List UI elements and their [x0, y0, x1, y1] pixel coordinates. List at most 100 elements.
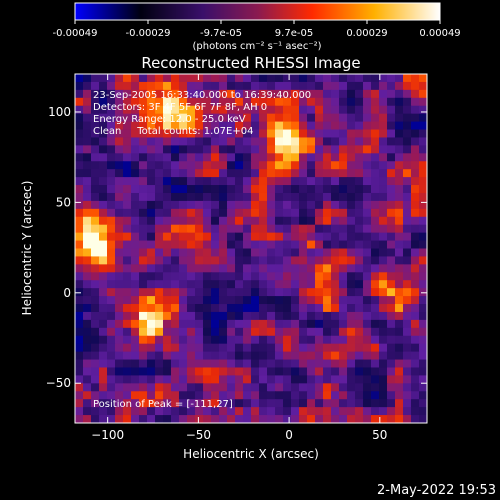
- heatmap-cell: [419, 153, 427, 162]
- heatmap-cell: [187, 177, 196, 186]
- heatmap-cell: [275, 375, 284, 384]
- heatmap-cell: [299, 351, 308, 361]
- heatmap-cell: [155, 280, 164, 289]
- heatmap-cell: [195, 288, 204, 297]
- heatmap-cell: [227, 399, 236, 408]
- heatmap-cell: [411, 407, 420, 416]
- heatmap-cell: [203, 224, 212, 234]
- heatmap-cell: [323, 327, 332, 337]
- heatmap-cell: [307, 256, 316, 265]
- heatmap-cell: [171, 113, 180, 123]
- heatmap-cell: [179, 248, 188, 258]
- heatmap-cell: [339, 335, 348, 345]
- heatmap-cell: [267, 89, 276, 99]
- heatmap-cell: [307, 391, 316, 400]
- heatmap-cell: [219, 121, 228, 131]
- heatmap-cell: [307, 208, 316, 218]
- heatmap-cell: [379, 185, 388, 194]
- heatmap-cell: [355, 407, 364, 416]
- heatmap-cell: [251, 81, 260, 91]
- heatmap-cell: [83, 224, 92, 234]
- heatmap-cell: [99, 415, 108, 423]
- heatmap-cell: [171, 391, 180, 400]
- heatmap-cell: [331, 375, 340, 384]
- heatmap-cell: [91, 89, 100, 99]
- heatmap-cell: [275, 74, 284, 83]
- heatmap-cell: [131, 415, 140, 423]
- heatmap-cell: [299, 137, 308, 146]
- heatmap-cell: [419, 367, 427, 377]
- heatmap-cell: [339, 375, 348, 384]
- heatmap-cell: [179, 97, 188, 107]
- heatmap-cell: [163, 89, 172, 99]
- heatmap-cell: [275, 224, 284, 234]
- heatmap-cell: [107, 264, 116, 273]
- heatmap-cell: [379, 169, 388, 178]
- heatmap-cell: [299, 359, 308, 369]
- heatmap-cell: [171, 351, 180, 361]
- heatmap-cell: [227, 335, 236, 345]
- heatmap-cell: [139, 105, 148, 115]
- heatmap-cell: [75, 216, 84, 226]
- heatmap-cell: [219, 264, 228, 273]
- heatmap-cell: [147, 232, 156, 242]
- heatmap-cell: [171, 121, 180, 131]
- heatmap-cell: [131, 161, 140, 170]
- heatmap-cell: [251, 375, 260, 384]
- heatmap-cell: [131, 232, 140, 242]
- heatmap-cell: [307, 232, 316, 242]
- heatmap-cell: [387, 113, 396, 123]
- heatmap-cell: [323, 304, 332, 313]
- heatmap-cell: [355, 192, 364, 202]
- heatmap-cell: [251, 311, 260, 321]
- heatmap-cell: [83, 248, 92, 258]
- heatmap-cell: [243, 105, 252, 115]
- heatmap-cell: [195, 359, 204, 369]
- heatmap-cell: [275, 97, 284, 107]
- heatmap-cell: [219, 208, 228, 218]
- heatmap-cell: [115, 208, 124, 218]
- heatmap-cell: [171, 311, 180, 321]
- heatmap-cell: [363, 105, 372, 115]
- heatmap-cell: [259, 89, 268, 99]
- heatmap-cell: [259, 256, 268, 265]
- heatmap-cell: [371, 185, 380, 194]
- heatmap-cell: [307, 311, 316, 321]
- heatmap-cell: [419, 375, 427, 384]
- heatmap-cell: [419, 145, 427, 154]
- heatmap-cell: [243, 391, 252, 400]
- heatmap-cell: [179, 367, 188, 377]
- heatmap-cell: [235, 272, 244, 281]
- heatmap-cell: [147, 335, 156, 345]
- heatmap-cell: [107, 304, 116, 313]
- heatmap-cell: [139, 200, 148, 210]
- heatmap-cell: [299, 81, 308, 91]
- heatmap-cell: [243, 327, 252, 337]
- heatmap-cell: [163, 319, 172, 329]
- heatmap-cell: [411, 121, 420, 131]
- heatmap-cell: [171, 375, 180, 384]
- heatmap-cell: [147, 240, 156, 250]
- heatmap-cell: [171, 367, 180, 377]
- heatmap-cell: [307, 280, 316, 289]
- heatmap-cell: [307, 192, 316, 202]
- heatmap-cell: [139, 208, 148, 218]
- heatmap-cell: [203, 208, 212, 218]
- heatmap-cell: [299, 208, 308, 218]
- heatmap-cell: [355, 177, 364, 186]
- heatmap-cell: [91, 399, 100, 408]
- heatmap-cell: [411, 367, 420, 377]
- heatmap-cell: [99, 97, 108, 107]
- heatmap-cell: [187, 89, 196, 99]
- heatmap-cell: [107, 407, 116, 416]
- heatmap-cell: [267, 311, 276, 321]
- y-tick-label: 0: [63, 286, 71, 300]
- heatmap-cell: [403, 192, 412, 202]
- heatmap-cell: [235, 351, 244, 361]
- heatmap-cell: [299, 383, 308, 392]
- heatmap-cell: [395, 169, 404, 178]
- heatmap-cell: [251, 383, 260, 392]
- heatmap-cell: [187, 280, 196, 289]
- heatmap-cell: [219, 200, 228, 210]
- heatmap-cell: [99, 216, 108, 226]
